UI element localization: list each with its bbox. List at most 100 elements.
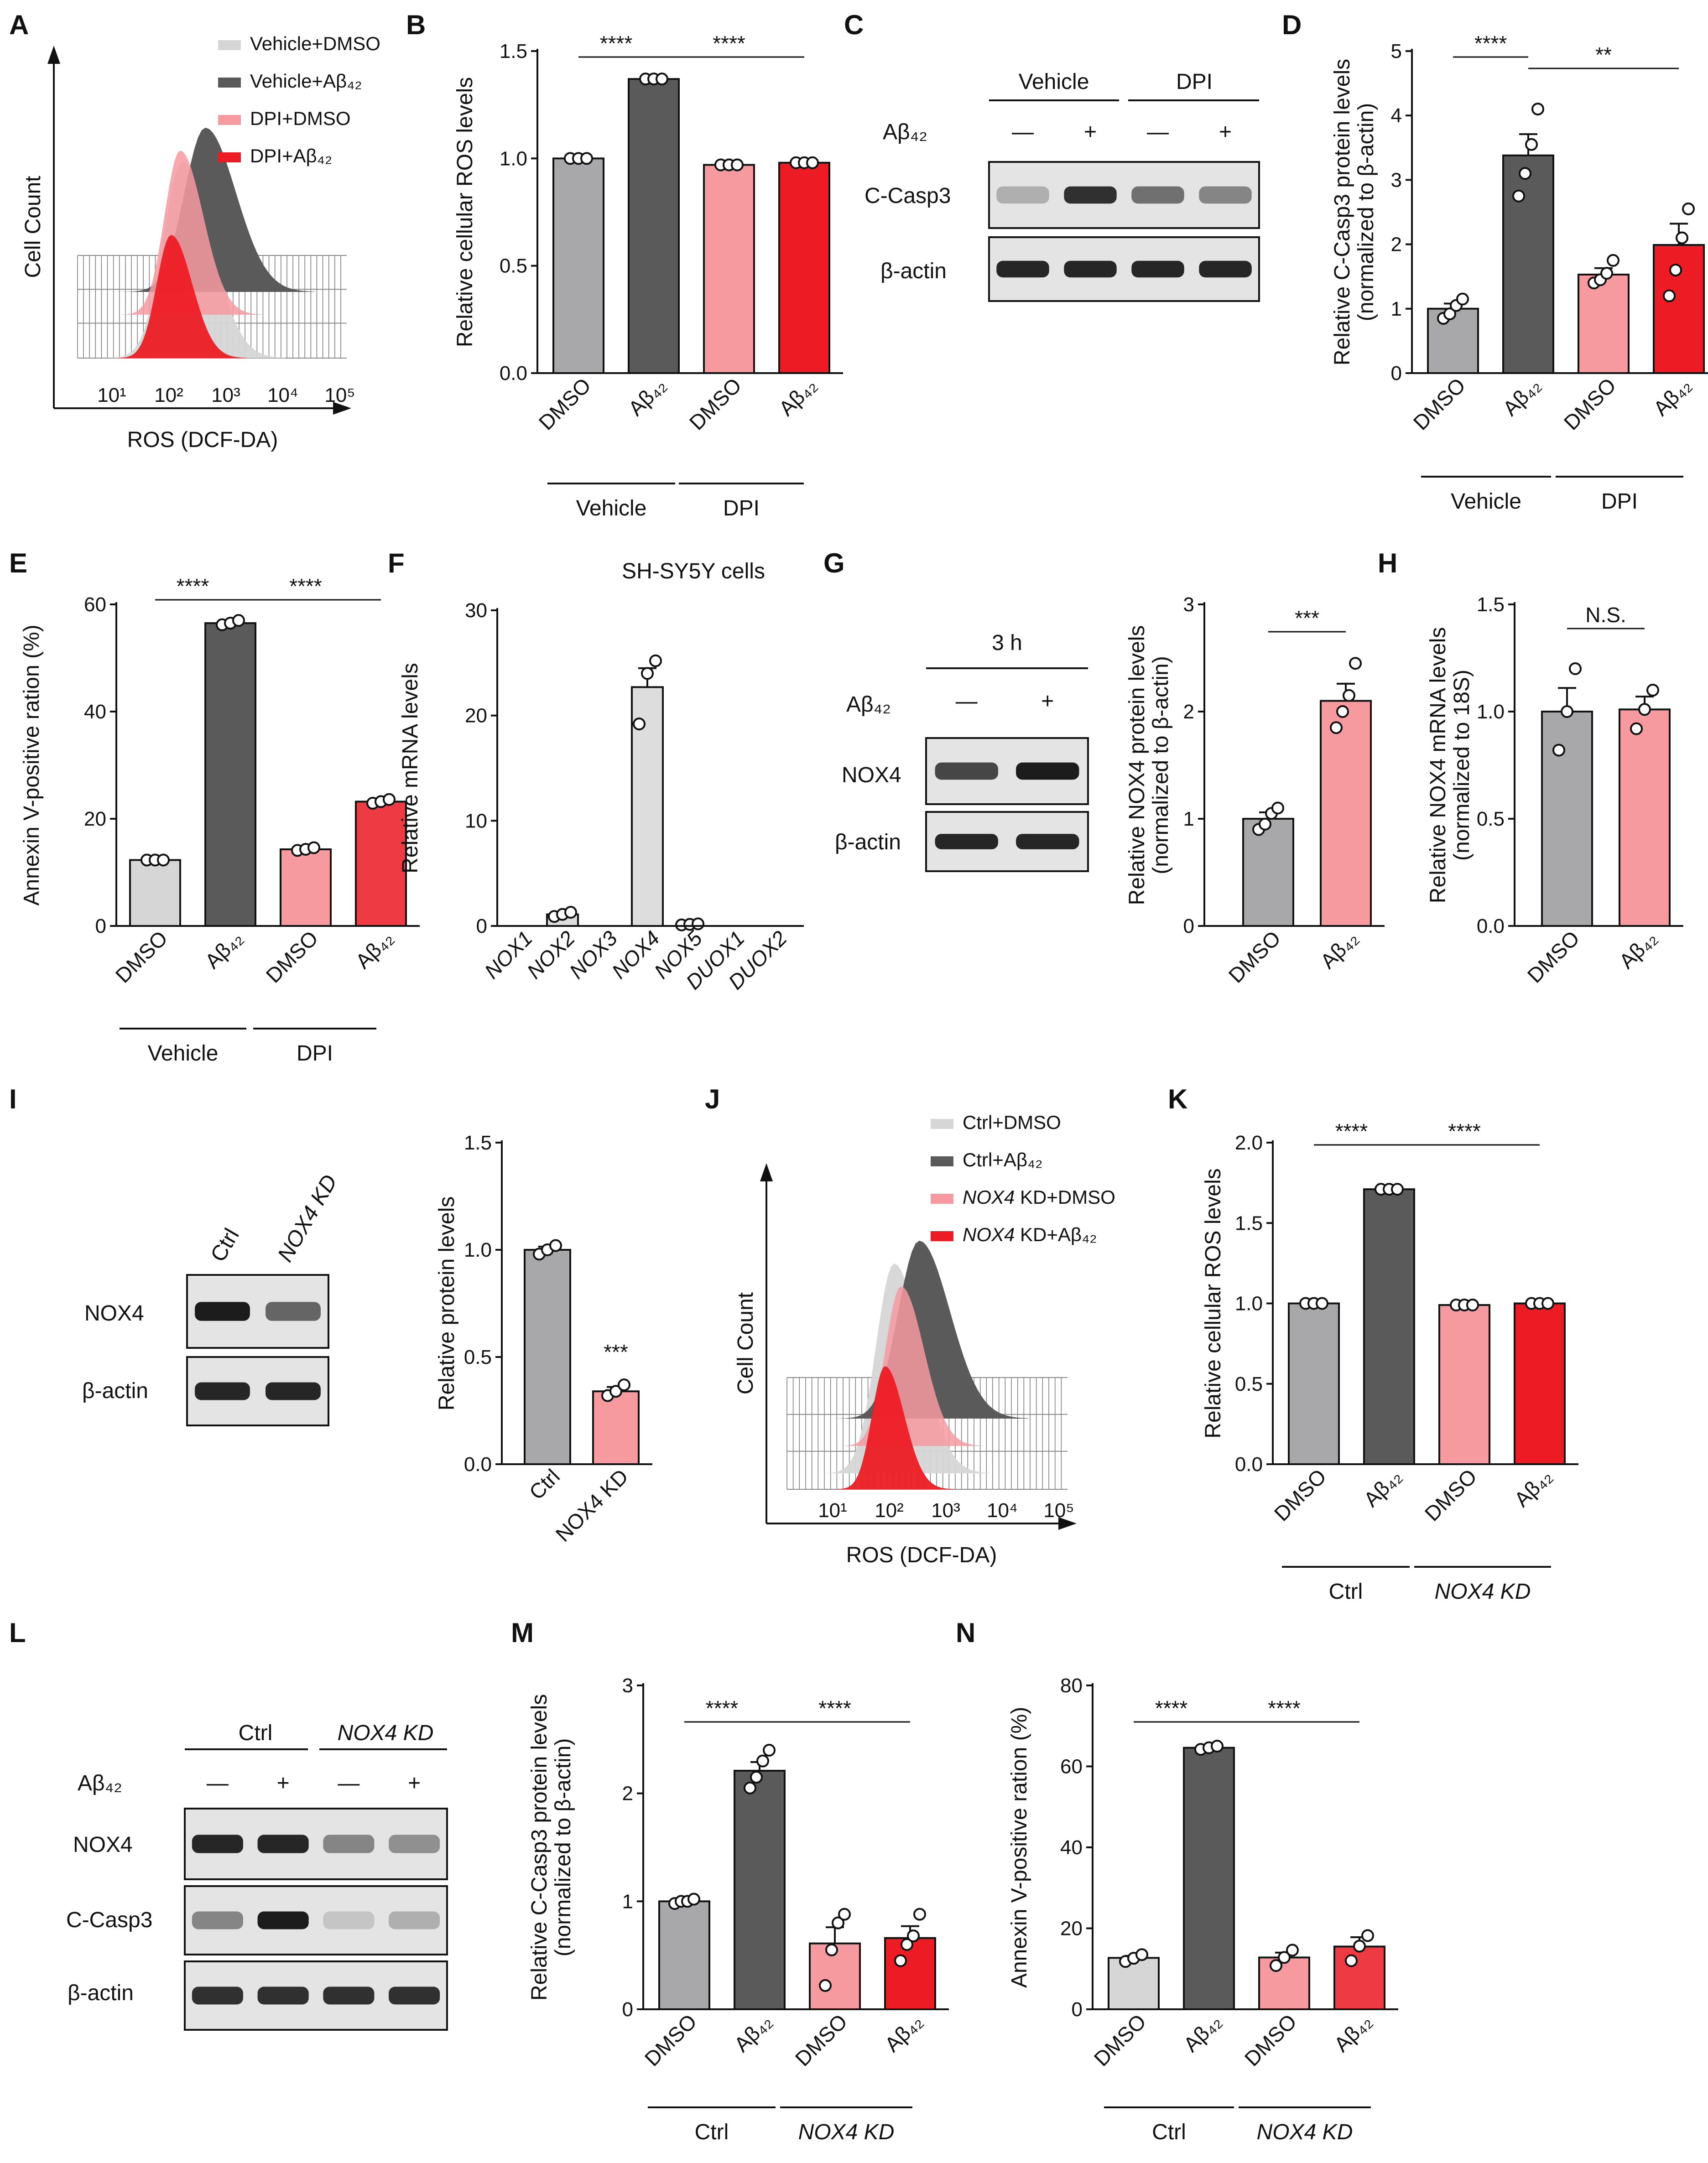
significance-label: **** [1474, 31, 1507, 55]
y-tick-label: 1.0 [464, 1239, 492, 1261]
group-label: NOX4 KD [798, 2120, 895, 2144]
x-tick-label: DMSO [1409, 373, 1470, 434]
blot-group-label: DPI [1176, 70, 1213, 94]
panel-label-b: B [406, 10, 426, 40]
legend-label: NOX4 KD+Aβ₄₂ [963, 1224, 1097, 1245]
bar [129, 859, 181, 927]
western-blot-c-casp3 [988, 161, 1260, 229]
data-point [1552, 744, 1565, 757]
histogram-peak [98, 151, 262, 315]
legend-swatch [218, 115, 241, 125]
histogram-peak [819, 1286, 983, 1446]
legend-swatch [931, 1119, 953, 1129]
y-tick-label: 60 [1060, 1756, 1083, 1778]
data-point [656, 73, 668, 86]
y-tick-label: 10 [465, 810, 487, 832]
y-tick-label: 0 [622, 1998, 633, 2021]
data-point [1270, 1959, 1282, 1972]
panel-label-i: I [9, 1084, 17, 1114]
data-point [750, 1771, 763, 1784]
blot-sign: + [1041, 689, 1054, 713]
y-tick-label: 1 [1391, 298, 1402, 320]
x-tick-label: DMSO [111, 926, 172, 987]
bar [1363, 1188, 1415, 1466]
blot-row-label: C-Casp3 [864, 184, 951, 208]
data-point [1353, 1939, 1366, 1953]
y-tick-label: 2.0 [1235, 1132, 1263, 1154]
x-tick-label: Aβ₄₂ [1510, 1464, 1557, 1511]
x-tick-label: 10⁴ [267, 384, 298, 406]
data-point [307, 841, 320, 854]
bar [552, 157, 604, 374]
blot-band [935, 834, 998, 849]
bar [1183, 1747, 1235, 2011]
blot-band [323, 1911, 375, 1929]
x-tick-label: Aβ₄₂ [774, 373, 821, 420]
y-tick-label: 0 [1072, 1998, 1083, 2021]
data-point [1541, 1297, 1554, 1310]
x-tick-label: DMSO [1240, 2009, 1301, 2070]
data-point [763, 1744, 776, 1757]
blot-row-label: C-Casp3 [66, 1908, 152, 1932]
group-label: NOX4 KD [1435, 1580, 1531, 1604]
legend-label: Ctrl+Aβ₄₂ [963, 1149, 1042, 1170]
data-point [1630, 722, 1643, 735]
blot-sign: + [1084, 120, 1097, 144]
x-tick-label: 10⁴ [987, 1499, 1018, 1522]
x-tick-label: Aβ₄₂ [1649, 373, 1696, 420]
y-tick-label: 3 [1183, 593, 1194, 616]
y-tick-label: 1.5 [1477, 593, 1505, 616]
blot-group-label: Ctrl [239, 1721, 273, 1745]
data-point [1569, 662, 1582, 675]
blot-sign: — [1147, 120, 1169, 144]
panel-label-f: F [388, 548, 405, 578]
y-tick-label: 3 [622, 1674, 633, 1697]
blot-band [1016, 834, 1079, 849]
data-point [1525, 138, 1538, 151]
y-axis-label: Cell Count [734, 1292, 758, 1394]
x-tick-label: 10⁵ [324, 384, 355, 406]
bar [1288, 1302, 1340, 1465]
blot-band [192, 1911, 243, 1929]
panel-label-d: D [1282, 10, 1302, 40]
blot-treatment-label: Aβ₄₂ [78, 1771, 122, 1795]
data-point [894, 1954, 907, 1967]
panel-label-l: L [9, 1617, 26, 1648]
y-tick-label: 30 [465, 599, 487, 622]
western-blot-c-casp3 [184, 1885, 448, 1955]
blot-band [1016, 762, 1079, 780]
legend-swatch [218, 40, 241, 50]
y-tick-label: 1.0 [1235, 1293, 1263, 1315]
x-tick-label: DMSO [1559, 373, 1620, 434]
blot-sign: + [408, 1771, 421, 1795]
data-point [618, 1378, 630, 1392]
histogram-peak [810, 1241, 1029, 1419]
bar [778, 161, 830, 374]
data-point [1561, 705, 1573, 718]
panel-label-g: G [823, 548, 845, 578]
blot-band [257, 1986, 309, 2005]
panel-label-a: A [9, 10, 29, 40]
y-tick-label: 0.0 [464, 1453, 492, 1476]
bar [1653, 244, 1705, 374]
y-tick-label: 0.5 [464, 1346, 492, 1368]
y-axis-label-2: (normalized to β-actin) [551, 1738, 575, 1956]
y-tick-label: 0 [1391, 362, 1402, 385]
data-point [1336, 705, 1349, 718]
data-point [832, 1916, 844, 1929]
x-axis-label: ROS (DCF-DA) [127, 428, 278, 452]
data-point [819, 1979, 832, 1992]
legend-swatch [931, 1231, 953, 1241]
y-axis-label: Relative protein levels [435, 1196, 459, 1411]
data-point [649, 654, 662, 667]
x-axis-arrow [333, 402, 351, 415]
x-tick-label: 10¹ [818, 1499, 847, 1522]
x-tick-label: Aβ₄₂ [351, 926, 398, 973]
data-point [913, 1908, 926, 1921]
y-tick-label: 1 [622, 1890, 633, 1913]
bar [524, 1249, 571, 1465]
y-axis-label: Relative C-Casp3 protein levels [527, 1694, 552, 2001]
data-point [549, 1239, 562, 1252]
bar [1333, 1945, 1385, 2010]
y-axis-label: Relative cellular ROS levels [453, 77, 477, 347]
